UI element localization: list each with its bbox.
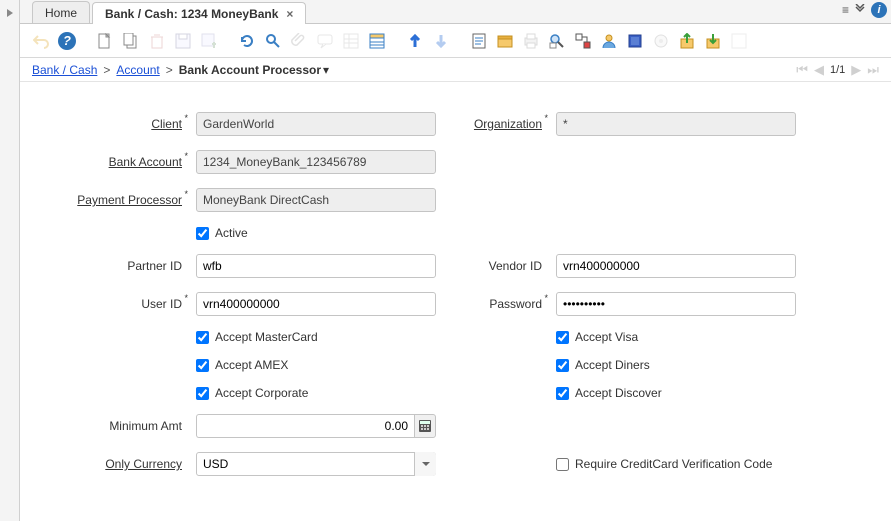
pager-prev-icon: ◀: [814, 62, 824, 78]
close-icon[interactable]: ×: [286, 7, 293, 21]
new-icon[interactable]: [94, 30, 116, 52]
payment-processor-field: [196, 188, 436, 212]
chevron-down-icon[interactable]: [855, 3, 865, 17]
menu-icon[interactable]: ≡: [842, 3, 849, 17]
label-vendor-id: Vendor ID: [446, 259, 546, 273]
active-wf-icon[interactable]: [572, 30, 594, 52]
archive-icon[interactable]: [494, 30, 516, 52]
tab-active[interactable]: Bank / Cash: 1234 MoneyBank ×: [92, 2, 306, 24]
tab-home-label: Home: [45, 6, 77, 20]
attachment-icon: [288, 30, 310, 52]
vendor-id-input[interactable]: [556, 254, 796, 278]
detail-icon: [430, 30, 452, 52]
breadcrumb-account[interactable]: Account: [116, 63, 159, 77]
accept-discover-checkbox[interactable]: [556, 387, 569, 400]
accept-diners-checkbox[interactable]: [556, 359, 569, 372]
toggle-grid-icon: [340, 30, 362, 52]
bank-account-field: [196, 150, 436, 174]
label-payment-processor[interactable]: Payment Processor: [56, 193, 186, 207]
label-accept-discover: Accept Discover: [575, 386, 662, 400]
zoom-across-icon[interactable]: [546, 30, 568, 52]
copy-icon[interactable]: [120, 30, 142, 52]
chevron-down-icon[interactable]: [414, 452, 436, 476]
record-pager: ⏮ ◀ 1/1 ▶ ⏭: [796, 62, 879, 78]
label-client[interactable]: Client: [56, 117, 186, 131]
calculator-icon[interactable]: [414, 414, 436, 438]
label-accept-corp: Accept Corporate: [215, 386, 308, 400]
label-accept-amex: Accept AMEX: [215, 358, 288, 372]
pager-first-icon: ⏮: [796, 62, 808, 78]
breadcrumb-bank-cash[interactable]: Bank / Cash: [32, 63, 97, 77]
process-icon: [650, 30, 672, 52]
user-id-input[interactable]: [196, 292, 436, 316]
active-checkbox[interactable]: [196, 227, 209, 240]
accept-mastercard-checkbox[interactable]: [196, 331, 209, 344]
label-password: Password: [446, 297, 546, 311]
label-require-ccv: Require CreditCard Verification Code: [575, 457, 772, 471]
tab-home[interactable]: Home: [32, 1, 90, 23]
form-body: Client Organization Bank Account Payment…: [20, 82, 891, 521]
accept-corporate-checkbox[interactable]: [196, 387, 209, 400]
require-ccv-checkbox[interactable]: [556, 458, 569, 471]
find-icon[interactable]: [262, 30, 284, 52]
undo-icon: [30, 30, 52, 52]
tabs-row: Home Bank / Cash: 1234 MoneyBank × ≡ i: [20, 0, 891, 24]
left-rail-expander[interactable]: [0, 0, 20, 521]
request-icon[interactable]: [598, 30, 620, 52]
label-only-currency[interactable]: Only Currency: [56, 457, 186, 471]
customize-icon: [728, 30, 750, 52]
pager-next-icon: ▶: [851, 62, 861, 78]
label-accept-mc: Accept MasterCard: [215, 330, 318, 344]
only-currency-select[interactable]: [196, 452, 436, 476]
tab-active-label: Bank / Cash: 1234 MoneyBank: [105, 7, 278, 21]
label-accept-diners: Accept Diners: [575, 358, 650, 372]
pager-count: 1/1: [830, 64, 845, 76]
partner-id-input[interactable]: [196, 254, 436, 278]
parent-icon[interactable]: [404, 30, 426, 52]
delete-icon: [146, 30, 168, 52]
client-field: [196, 112, 436, 136]
breadcrumb-current: Bank Account Processor: [179, 63, 321, 77]
breadcrumb: Bank / Cash > Account > Bank Account Pro…: [20, 58, 891, 82]
report-icon[interactable]: [468, 30, 490, 52]
breadcrumb-menu-icon[interactable]: ▾: [323, 63, 329, 77]
accept-visa-checkbox[interactable]: [556, 331, 569, 344]
save-icon: [172, 30, 194, 52]
accept-amex-checkbox[interactable]: [196, 359, 209, 372]
label-minimum-amt: Minimum Amt: [56, 419, 186, 433]
label-active: Active: [215, 226, 248, 240]
minimum-amt-input[interactable]: [196, 414, 414, 438]
print-icon: [520, 30, 542, 52]
organization-field: [556, 112, 796, 136]
pager-last-icon: ⏭: [867, 62, 879, 78]
label-organization[interactable]: Organization: [446, 117, 546, 131]
chat-icon: [314, 30, 336, 52]
label-bank-account[interactable]: Bank Account: [56, 155, 186, 169]
import-icon[interactable]: [702, 30, 724, 52]
toolbar: ?: [20, 24, 891, 58]
label-user-id: User ID: [56, 297, 186, 311]
export-icon[interactable]: [676, 30, 698, 52]
password-input[interactable]: [556, 292, 796, 316]
refresh-icon[interactable]: [236, 30, 258, 52]
help-icon[interactable]: i: [871, 2, 887, 18]
label-accept-visa: Accept Visa: [575, 330, 638, 344]
label-partner-id: Partner ID: [56, 259, 186, 273]
help-toolbar-icon[interactable]: ?: [56, 30, 78, 52]
grid-icon[interactable]: [366, 30, 388, 52]
product-icon[interactable]: [624, 30, 646, 52]
save-new-icon: [198, 30, 220, 52]
